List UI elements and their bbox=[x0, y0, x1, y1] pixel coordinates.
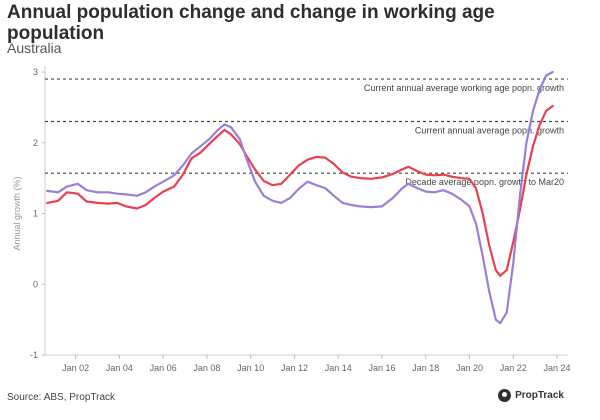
x-tick-label: Jan 18 bbox=[412, 363, 439, 373]
x-tick-label: Jan 14 bbox=[325, 363, 352, 373]
series-line-working-age bbox=[46, 70, 554, 325]
x-tick-label: Jan 24 bbox=[544, 363, 571, 373]
y-tick-label: 3 bbox=[33, 67, 38, 77]
x-tick-label: Jan 04 bbox=[106, 363, 133, 373]
y-tick-label: 1 bbox=[33, 209, 38, 219]
series-line-population bbox=[46, 104, 554, 277]
reference-line-label: Current annual average working age popn.… bbox=[364, 83, 564, 93]
y-tick-label: 2 bbox=[33, 138, 38, 148]
x-tick-label: Jan 02 bbox=[62, 363, 89, 373]
x-tick-label: Jan 12 bbox=[281, 363, 308, 373]
x-tick-label: Jan 20 bbox=[456, 363, 483, 373]
x-tick-label: Jan 06 bbox=[150, 363, 177, 373]
proptrack-logo-icon bbox=[498, 389, 512, 402]
reference-line-label: Decade average popn. growth to Mar20 bbox=[405, 177, 564, 187]
x-tick-label: Jan 16 bbox=[368, 363, 395, 373]
chart-subtitle: Australia bbox=[7, 40, 62, 56]
chart-title: Annual population change and change in w… bbox=[7, 2, 495, 44]
x-tick-label: Jan 22 bbox=[500, 363, 527, 373]
source-note: Source: ABS, PropTrack bbox=[7, 392, 116, 403]
reference-line-label: Current annual average popn. growth bbox=[415, 126, 564, 136]
y-tick-label: 0 bbox=[33, 279, 38, 289]
x-tick-label: Jan 10 bbox=[237, 363, 264, 373]
y-tick-label: -1 bbox=[30, 350, 38, 360]
y-axis-label: Annual growth (%) bbox=[12, 176, 22, 250]
brand-logo: PropTrack bbox=[498, 389, 564, 402]
x-tick-label: Jan 08 bbox=[193, 363, 220, 373]
brand-name: PropTrack bbox=[515, 390, 564, 401]
